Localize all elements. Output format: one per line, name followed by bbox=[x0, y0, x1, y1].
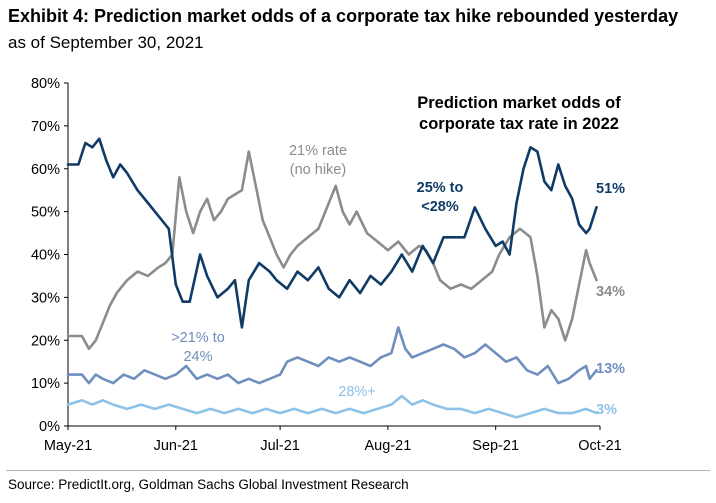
series-label: 21% rate bbox=[289, 143, 347, 159]
series-line bbox=[66, 326, 598, 385]
series-label: 24% bbox=[183, 349, 212, 365]
chart-title-line: Prediction market odds of bbox=[417, 94, 621, 112]
y-tick-label: 10% bbox=[31, 376, 60, 392]
source-note: Source: PredictIt.org, Goldman Sachs Glo… bbox=[8, 477, 409, 492]
y-tick-label: 40% bbox=[31, 248, 60, 264]
series-line bbox=[66, 394, 598, 419]
divider bbox=[6, 470, 710, 471]
y-tick-label: 60% bbox=[31, 162, 60, 178]
chart-axes: 0% 10% 20% 30% 40% 50% 60% 70% 80% May-21 Jun-21 Ju… bbox=[31, 76, 622, 454]
series-labels: 21% rate (no hike) 34% 25% to <28% 51% >21% to… bbox=[171, 143, 625, 418]
series-label: 28%+ bbox=[338, 384, 376, 400]
y-tick-label: 20% bbox=[31, 333, 60, 349]
series-line bbox=[66, 137, 598, 329]
chart-title: Prediction market odds of corporate tax r… bbox=[417, 94, 621, 133]
y-tick-label: 70% bbox=[31, 119, 60, 135]
end-value-label: 34% bbox=[596, 284, 625, 300]
series-label: >21% to bbox=[171, 330, 225, 346]
x-tick-label: Jul-21 bbox=[260, 438, 300, 454]
chart-title-line: corporate tax rate in 2022 bbox=[419, 115, 619, 133]
series-label: (no hike) bbox=[290, 162, 346, 178]
end-value-label: 13% bbox=[596, 361, 625, 377]
y-tick-label: 50% bbox=[31, 205, 60, 221]
series-label: <28% bbox=[421, 199, 459, 215]
end-value-label: 3% bbox=[596, 402, 617, 418]
x-tick-label: Oct-21 bbox=[578, 438, 622, 454]
x-tick-label: Jun-21 bbox=[154, 438, 198, 454]
y-tick-label: 0% bbox=[39, 419, 60, 435]
x-tick-label: Sep-21 bbox=[472, 438, 519, 454]
y-tick-label: 30% bbox=[31, 290, 60, 306]
y-tick-label: 80% bbox=[31, 76, 60, 92]
exhibit-subtitle: as of September 30, 2021 bbox=[8, 33, 204, 52]
end-value-label: 51% bbox=[596, 181, 625, 197]
x-tick-label: Aug-21 bbox=[365, 438, 412, 454]
x-tick-label: May-21 bbox=[44, 438, 92, 454]
chart-series bbox=[66, 137, 598, 419]
series-line bbox=[66, 150, 598, 351]
series-label: 25% to bbox=[417, 180, 464, 196]
exhibit-title: Exhibit 4: Prediction market odds of a c… bbox=[8, 6, 679, 26]
